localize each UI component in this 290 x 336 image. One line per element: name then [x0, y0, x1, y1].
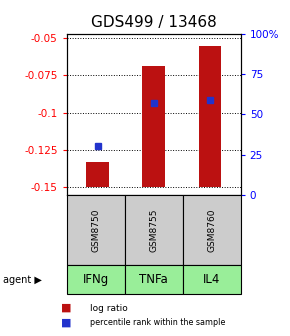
Bar	[142, 67, 165, 187]
Text: IFNg: IFNg	[83, 273, 109, 286]
Text: ■: ■	[61, 318, 71, 328]
Text: percentile rank within the sample: percentile rank within the sample	[90, 318, 225, 327]
Title: GDS499 / 13468: GDS499 / 13468	[91, 15, 217, 30]
Text: log ratio: log ratio	[90, 304, 128, 312]
Text: GSM8755: GSM8755	[149, 208, 158, 252]
Bar	[199, 46, 221, 187]
Text: GSM8760: GSM8760	[207, 208, 216, 252]
Text: IL4: IL4	[203, 273, 220, 286]
Bar	[86, 162, 109, 187]
Text: TNFa: TNFa	[139, 273, 168, 286]
Text: agent ▶: agent ▶	[3, 275, 42, 285]
Text: ■: ■	[61, 303, 71, 313]
Text: GSM8750: GSM8750	[91, 208, 100, 252]
